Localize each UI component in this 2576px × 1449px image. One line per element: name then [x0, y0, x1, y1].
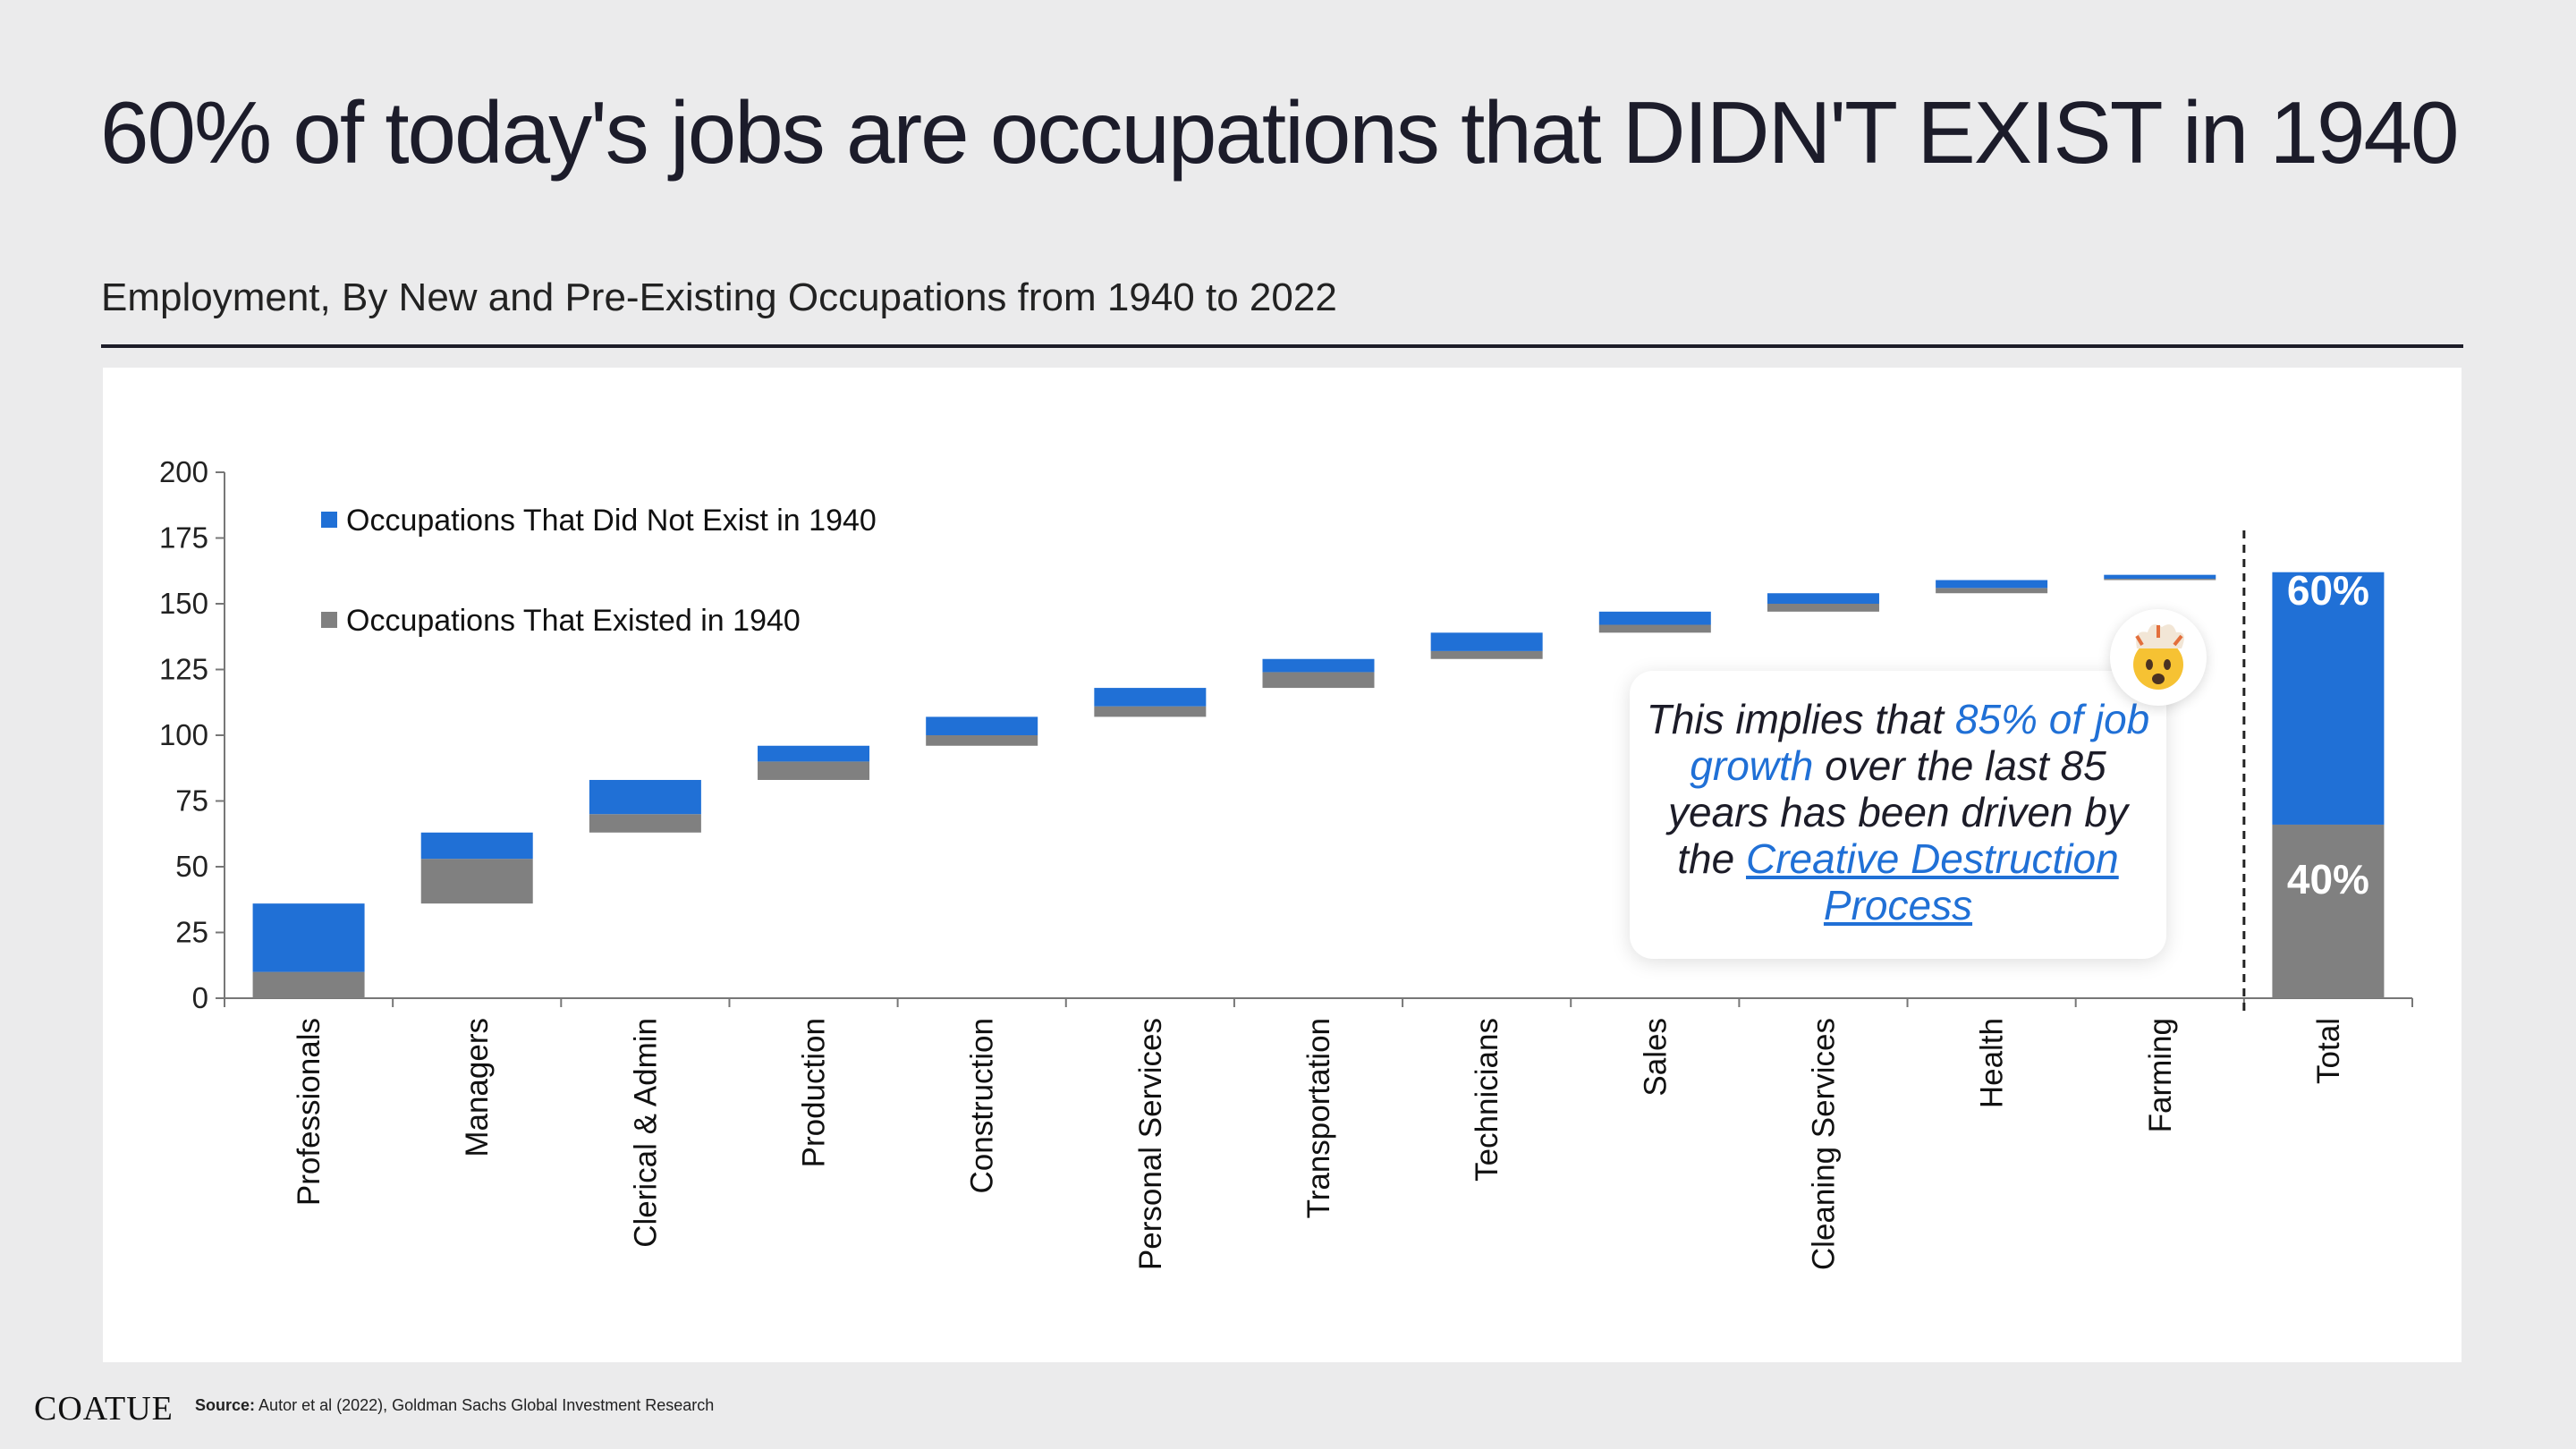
y-tick-label: 50 [175, 850, 208, 883]
y-tick-label: 125 [159, 653, 208, 686]
bar-new [926, 716, 1038, 735]
x-category-label: Professionals [292, 1018, 326, 1206]
total-existing-percent-label: 40% [2287, 856, 2369, 902]
legend-label: Occupations That Did Not Exist in 1940 [346, 504, 877, 538]
source-label: Source: [195, 1396, 256, 1414]
bar-existing [1598, 624, 1711, 633]
chart-subtitle: Employment, By New and Pre-Existing Occu… [101, 275, 1337, 319]
bar-existing [1262, 672, 1375, 689]
bar-existing [1430, 650, 1543, 659]
x-category-label: Managers [460, 1018, 495, 1157]
y-tick-label: 100 [159, 718, 208, 751]
y-tick-label: 0 [192, 981, 208, 1014]
legend-label: Occupations That Existed in 1940 [346, 604, 801, 638]
bar-new [1094, 688, 1207, 707]
y-tick-label: 75 [175, 784, 208, 818]
bar-existing [2104, 579, 2216, 580]
x-category-label: Cleaning Services [1806, 1018, 1841, 1270]
y-tick-label: 25 [175, 916, 208, 949]
legend-swatch [321, 612, 337, 628]
bar-new [1598, 611, 1711, 625]
bar-existing [1936, 588, 2048, 594]
bar-existing [589, 814, 701, 833]
y-tick-label: 175 [159, 521, 208, 555]
x-category-label: Sales [1638, 1018, 1673, 1097]
bar-new [1262, 658, 1375, 673]
callout-highlight: 85% of job growth [1690, 696, 2150, 789]
bar-new [1430, 632, 1543, 651]
x-category-label: Transportation [1301, 1018, 1336, 1218]
bar-existing [1094, 706, 1207, 717]
source-text: Autor et al (2022), Goldman Sachs Global… [258, 1396, 715, 1414]
bar-existing [926, 735, 1038, 746]
callout-text-pre: This implies that [1646, 696, 1955, 742]
bar-existing [2272, 824, 2385, 998]
bar-existing [1767, 604, 1879, 612]
bar-new [589, 779, 701, 815]
source-note: Source: Autor et al (2022), Goldman Sach… [195, 1396, 714, 1415]
bar-new [1936, 580, 2048, 589]
bar-new [252, 903, 365, 972]
callout-text: This implies that 85% of job growth over… [1644, 696, 2152, 928]
y-tick-label: 200 [159, 455, 208, 488]
bar-new [1767, 593, 1879, 604]
callout-box [1630, 671, 2166, 959]
divider [101, 344, 2463, 348]
x-category-label: Health [1975, 1018, 2010, 1108]
bar-existing [252, 971, 365, 998]
x-category-label: Production [797, 1018, 832, 1167]
brand-logo: COATUE [34, 1390, 174, 1428]
exploding-head-icon [2133, 624, 2184, 690]
bar-new [2104, 574, 2216, 580]
bar-new [2272, 572, 2385, 825]
page-title: 60% of today's jobs are occupations that… [100, 83, 2460, 182]
bar-new [420, 832, 533, 860]
stacked-bar-chart: 0 25 50 75 100 125 150 175 200 Professionals Manag… [159, 455, 2413, 1270]
x-category-label: Construction [965, 1018, 1000, 1193]
x-category-label: Total [2311, 1018, 2346, 1084]
x-category-label: Personal Services [1133, 1018, 1168, 1270]
callout-text-mid: over the last 85 years has been driven b… [1668, 742, 2128, 882]
bar-new [758, 745, 870, 762]
y-tick-label: 150 [159, 587, 208, 620]
total-new-percent-label: 60% [2287, 567, 2369, 614]
x-category-label: Farming [2143, 1018, 2178, 1132]
callout-badge [2110, 609, 2207, 706]
bar-existing [420, 859, 533, 904]
x-category-label: Clerical & Admin [628, 1018, 663, 1248]
x-category-label: Technicians [1470, 1018, 1504, 1182]
creative-destruction-link[interactable]: Creative Destruction Process [1746, 835, 2119, 928]
legend-swatch [321, 512, 337, 528]
bar-existing [758, 761, 870, 780]
